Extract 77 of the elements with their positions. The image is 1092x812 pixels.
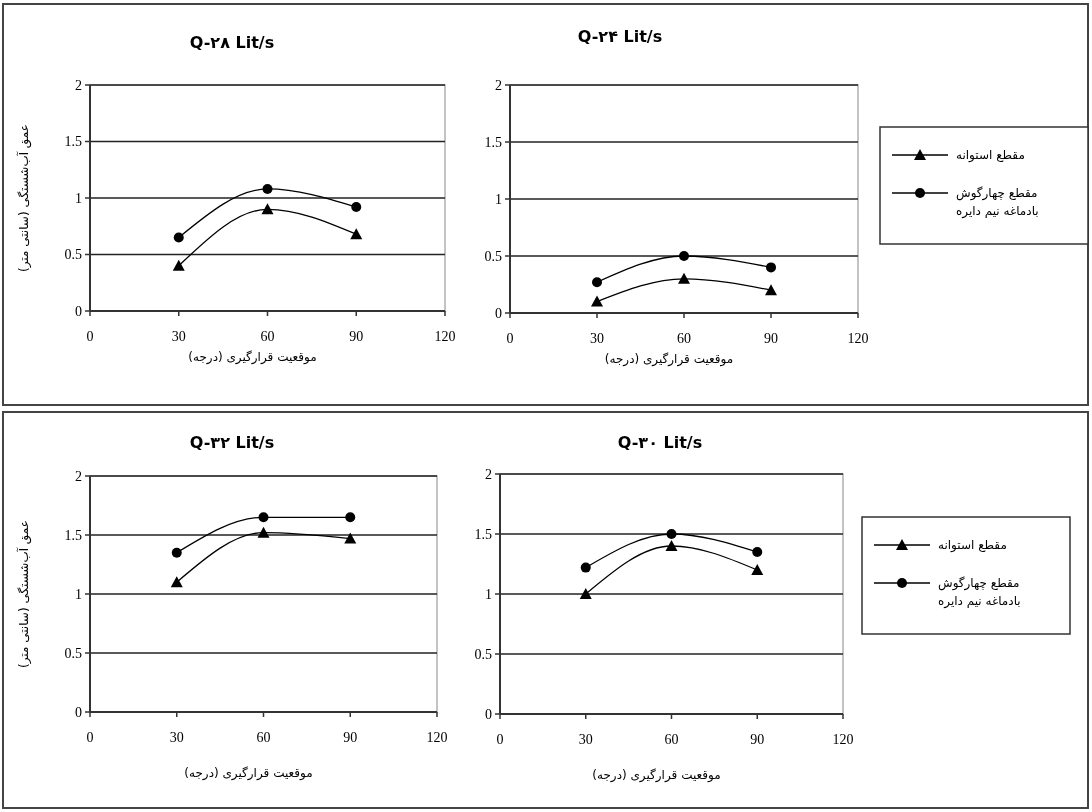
point: [257, 526, 270, 538]
y-tick-label: 2: [75, 468, 82, 484]
point: [679, 251, 689, 261]
point: [171, 547, 182, 558]
x-axis-title: موقعیت قرارگیری (درجه): [188, 350, 317, 365]
x-tick-label: 90: [764, 331, 778, 346]
x-tick-label: 120: [426, 730, 448, 745]
point: [579, 588, 592, 599]
y-tick-label: 1: [495, 191, 502, 207]
y-tick-label: 0.5: [64, 247, 82, 263]
point: [591, 295, 603, 307]
x-tick-label: 90: [750, 732, 765, 747]
x-tick-label: 30: [169, 730, 184, 745]
x-tick-label: 60: [256, 730, 271, 745]
y-tick-label: 1: [485, 586, 492, 602]
point: [666, 529, 677, 539]
y-tick-label: 1: [75, 586, 82, 602]
y-tick-label: 1.5: [64, 527, 82, 543]
point: [592, 277, 602, 288]
point: [678, 272, 690, 284]
point: [766, 262, 776, 273]
x-axis-title: موقعیت قرارگیری (درجه): [604, 352, 734, 367]
x-tick-label: 90: [349, 329, 364, 344]
point: [351, 202, 362, 213]
y-tick-label: 0.5: [484, 248, 502, 264]
x-tick-label: 90: [343, 730, 358, 745]
y-tick-label: 0.5: [474, 646, 492, 662]
point: [262, 183, 273, 194]
y-axis-title: عمق آب‌شستگی (سانتی متر): [16, 520, 32, 668]
point: [751, 564, 764, 575]
point: [173, 232, 184, 243]
point: [170, 576, 183, 588]
x-tick-label: 0: [86, 730, 94, 745]
x-tick-label: 60: [260, 329, 275, 344]
point: [765, 284, 777, 296]
legend-label: مقطع استوانه: [938, 538, 1007, 554]
chart-title: Q-۲۸ Lit/s: [189, 33, 275, 52]
x-tick-label: 60: [677, 331, 691, 346]
point: [345, 512, 356, 523]
x-tick-label: 30: [590, 331, 604, 346]
point: [350, 228, 363, 240]
x-axis-title: موقعیت قرارگیری (درجه): [592, 768, 721, 783]
x-tick-label: 120: [434, 329, 456, 344]
x-tick-label: 30: [171, 329, 186, 344]
legend-label: مقطع استوانه: [956, 148, 1025, 164]
y-tick-label: 0: [75, 303, 82, 319]
point: [752, 547, 763, 557]
point: [261, 203, 274, 215]
x-tick-label: 0: [86, 329, 94, 344]
x-axis-title: موقعیت قرارگیری (درجه): [184, 766, 313, 781]
legend-label: مقطع چهارگوش بادماغه نیم دایره: [938, 576, 1021, 610]
point: [580, 562, 591, 573]
y-tick-label: 0: [75, 704, 82, 720]
x-tick-label: 60: [664, 732, 679, 747]
point: [258, 512, 269, 523]
chart-title: Q-۲۴ Lit/s: [577, 27, 663, 46]
y-tick-label: 1.5: [64, 134, 82, 150]
y-axis-title: عمق آب‌شستگی (سانتی متر): [16, 124, 32, 272]
y-tick-label: 1: [75, 190, 82, 206]
x-tick-label: 0: [506, 331, 514, 346]
y-tick-label: 0: [485, 706, 492, 722]
x-tick-label: 120: [832, 732, 854, 747]
x-tick-label: 30: [578, 732, 593, 747]
y-tick-label: 2: [75, 77, 82, 93]
legend-label: مقطع چهارگوش بادماغه نیم دایره: [956, 186, 1039, 220]
y-tick-label: 2: [485, 466, 492, 482]
point: [344, 532, 357, 544]
x-tick-label: 120: [847, 331, 869, 346]
chart-title: Q-۳۲ Lit/s: [189, 433, 275, 452]
y-tick-label: 2: [495, 77, 502, 93]
y-tick-label: 1.5: [484, 134, 502, 150]
y-tick-label: 0.5: [64, 645, 82, 661]
point: [665, 540, 678, 551]
chart-title: Q-۳۰ Lit/s: [617, 433, 703, 452]
y-tick-label: 1.5: [474, 526, 492, 542]
y-tick-label: 0: [495, 305, 502, 321]
point: [172, 259, 185, 271]
